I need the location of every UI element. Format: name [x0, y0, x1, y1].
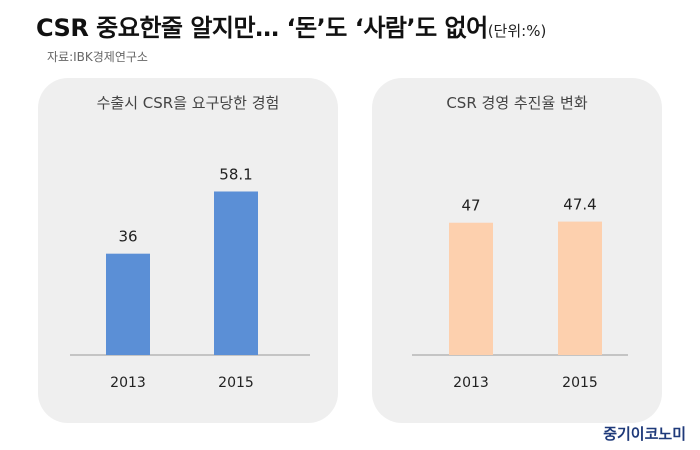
chart-panel-right: CSR 경영 추진율 변화 47 2013 47.4 2015 [372, 78, 662, 423]
value-label-right-2015: 47.4 [563, 196, 596, 214]
chart-title-left: 수출시 CSR을 요구당한 경험 [96, 94, 280, 112]
main-title: CSR 중요한줄 알지만… ‘돈’도 ‘사람’도 없어(단위:%) [36, 8, 546, 43]
bar-right-2015 [558, 221, 602, 355]
bar-chart-right: 47 2013 47.4 2015 [412, 196, 628, 391]
tick-label-right-2013: 2013 [453, 375, 489, 391]
value-label-left-2013: 36 [118, 228, 137, 246]
unit-label: (단위:%) [487, 22, 547, 40]
bar-left-2013 [106, 253, 150, 355]
tick-label-right-2015: 2015 [562, 375, 598, 391]
bar-right-2013 [449, 222, 493, 355]
main-title-text: CSR 중요한줄 알지만… ‘돈’도 ‘사람’도 없어 [36, 14, 488, 42]
bar-left-2015 [214, 191, 258, 355]
source-label: 자료:IBK경제연구소 [47, 50, 148, 64]
bar-chart-left: 36 2013 58.1 2015 [70, 165, 310, 391]
chart-panel-left: 수출시 CSR을 요구당한 경험 36 2013 58.1 2015 [38, 78, 338, 423]
brand-logo: 중기이코노미 [603, 425, 686, 443]
tick-label-left-2015: 2015 [218, 375, 254, 391]
value-label-left-2015: 58.1 [219, 165, 252, 183]
tick-label-left-2013: 2013 [110, 375, 146, 391]
value-label-right-2013: 47 [461, 197, 480, 215]
chart-title-right: CSR 경영 추진율 변화 [446, 94, 588, 112]
